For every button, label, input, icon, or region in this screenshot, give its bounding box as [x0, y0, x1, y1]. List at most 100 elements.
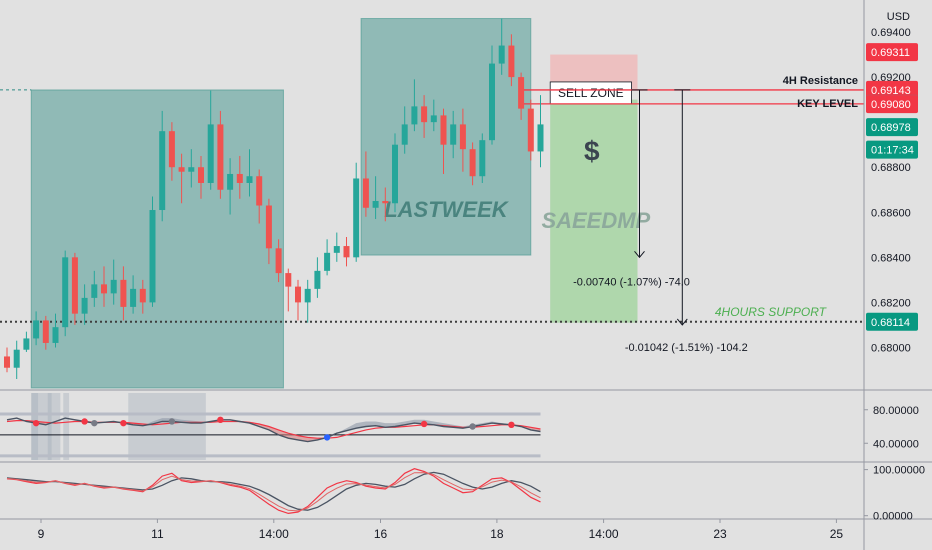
osc1-marker [420, 420, 428, 428]
time-tick-label: 14:00 [589, 527, 619, 541]
candle-body [508, 45, 515, 78]
zones-layer: LASTWEEK [30, 18, 532, 389]
oscillator-pane-2[interactable]: 100.00000 0.00000 [6, 465, 925, 523]
resistance-label: 4H Resistance [783, 75, 858, 87]
time-tick-label: 18 [490, 527, 504, 541]
candles-layer [4, 18, 544, 379]
annotations-layer: -0.00740 (-1.07%) -74.0 -0.01042 (-1.51%)… [573, 89, 748, 354]
osc1-tick-label: 40.00000 [873, 438, 919, 450]
candle-body [81, 297, 88, 314]
candle-body [62, 257, 69, 328]
candle-body [246, 176, 253, 183]
osc1-highlight [31, 393, 61, 460]
osc1-marker [32, 419, 40, 427]
price-tag [866, 95, 918, 114]
candle-body [411, 106, 418, 125]
candle-body [101, 284, 107, 294]
price-tag-label: 0.69080 [871, 99, 911, 111]
candle-body [469, 149, 476, 177]
candle-body [353, 178, 360, 258]
candle-body [527, 108, 534, 152]
time-tick-label: 16 [374, 527, 388, 541]
candle-body [91, 284, 98, 298]
price-tick-label: 0.68800 [871, 162, 911, 174]
price-tick-label: 0.68000 [871, 342, 911, 354]
key-level-label: KEY LEVEL [797, 98, 858, 110]
candle-body [392, 144, 398, 204]
candle-body [236, 173, 243, 183]
candle-body [275, 248, 282, 274]
candle-body [110, 279, 117, 294]
time-tick-label: 11 [151, 527, 164, 541]
osc1-marker [323, 434, 331, 441]
candle-body [498, 45, 505, 64]
price-axis[interactable]: 0.694000.692000.690000.688000.686000.684… [866, 27, 918, 354]
watermark: SAEEDMP [541, 208, 650, 233]
measure-arrowhead [676, 318, 688, 326]
candle-body [120, 279, 127, 307]
candle-body [256, 176, 263, 206]
osc2-tick-label: 100.00000 [873, 465, 925, 477]
price-tick-label: 0.68200 [871, 297, 911, 309]
candle-body [440, 115, 447, 145]
candle-body [23, 338, 30, 350]
osc1-marker [469, 423, 476, 430]
osc2-slow-line [6, 471, 541, 511]
levels-layer: 4H Resistance KEY LEVEL 4HOURS SUPPORT [0, 75, 864, 323]
price-tag [866, 80, 918, 99]
support-label: 4HOURS SUPPORT [715, 305, 828, 319]
candle-body [430, 115, 437, 123]
price-pane[interactable]: LASTWEEK SELL ZONE $ SAEEDMP 4H Resistance… [0, 18, 864, 389]
candle-body [489, 63, 495, 141]
candle-body [333, 246, 340, 253]
osc1-marker [91, 419, 98, 427]
profit-symbol: $ [584, 135, 600, 166]
oscillator-pane-1[interactable]: 80.00000 40.00000 [0, 393, 919, 460]
candle-body [401, 124, 408, 145]
price-tag [866, 140, 918, 159]
price-tag-label: 0.69311 [871, 47, 910, 59]
price-tag [866, 312, 918, 331]
osc1-highlight [63, 393, 70, 460]
measure-label: -0.00740 (-1.07%) -74.0 [573, 276, 690, 288]
candle-body [479, 140, 486, 177]
time-tick-label: 25 [830, 527, 844, 541]
price-tag-label: 0.68114 [871, 317, 910, 329]
candle-body [285, 273, 292, 287]
time-tick-label: 23 [713, 527, 727, 541]
candle-body [207, 124, 214, 183]
candle-body [217, 124, 224, 190]
time-tick-label: 14:00 [259, 527, 289, 541]
zone-box[interactable] [30, 89, 284, 389]
candle-body [459, 124, 466, 150]
take-profit-area[interactable] [550, 99, 638, 323]
candle-body [450, 124, 457, 145]
price-tick-label: 0.69400 [871, 27, 911, 39]
candle-body [149, 210, 156, 303]
candle-body [42, 320, 49, 343]
candle-body [324, 252, 331, 271]
candle-body [71, 257, 78, 314]
price-tick-label: 0.68400 [871, 252, 911, 264]
measure-arrowhead [634, 251, 645, 259]
candle-body [537, 124, 544, 152]
measure-label: -0.01042 (-1.51%) -104.2 [625, 342, 748, 354]
candle-body [343, 246, 350, 258]
osc1-highlight [31, 393, 39, 460]
osc2-tick-label: 0.00000 [873, 511, 913, 523]
price-tag-label: 0.69143 [871, 85, 911, 97]
candle-body [159, 131, 166, 211]
osc1-highlight [47, 393, 52, 460]
osc1-tick-label: 80.00000 [873, 405, 919, 417]
price-tag-label: 0.68978 [871, 122, 911, 134]
candle-body [139, 288, 146, 303]
candle-body [4, 356, 10, 368]
candle-body [227, 173, 234, 190]
candle-body [304, 288, 311, 303]
osc1-marker [168, 418, 176, 425]
candle-body [188, 167, 195, 172]
candle-body [52, 327, 59, 343]
candle-body [265, 205, 272, 249]
